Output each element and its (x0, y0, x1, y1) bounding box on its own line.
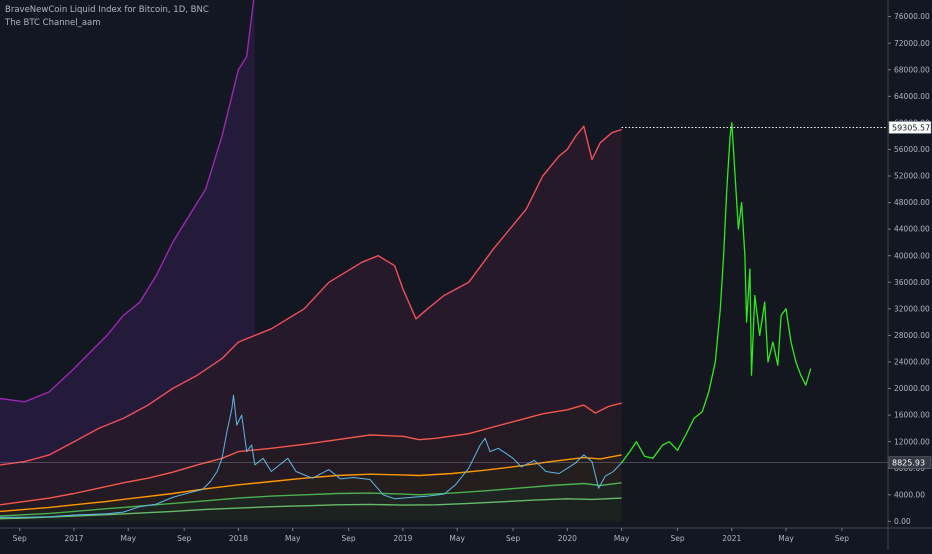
chart-title: BraveNewCoin Liquid Index for Bitcoin, 1… (5, 5, 209, 15)
x-tick-label: Sep (506, 534, 520, 543)
y-tick-label: 40000.00 (894, 251, 930, 260)
y-tick-label: 0.00 (894, 517, 911, 526)
y-tick-label: 72000.00 (894, 39, 930, 48)
y-tick-label: 28000.00 (894, 331, 930, 340)
x-tick-label: May (285, 534, 301, 543)
y-tick-label: 52000.00 (894, 172, 930, 181)
x-tick-label: 2021 (722, 534, 741, 543)
series-line-band_top (0, 0, 255, 403)
forecast-area-background (621, 0, 888, 528)
x-tick-label: 2018 (229, 534, 248, 543)
x-tick-label: 2017 (64, 534, 83, 543)
y-tick-label: 16000.00 (894, 411, 930, 420)
series-line-band_orange (0, 454, 622, 513)
y-tick-label: 12000.00 (894, 437, 930, 446)
series-line-forecast (621, 122, 812, 464)
y-tick-label: 76000.00 (894, 12, 930, 21)
series-line-band_high (0, 125, 622, 466)
y-tick-label: 48000.00 (894, 198, 930, 207)
series-line-band_low (0, 497, 622, 520)
max-price-badge-label: 59305.57 (892, 123, 930, 132)
indicator-label: The BTC Channel_aam (5, 18, 101, 28)
x-tick-label: May (778, 534, 794, 543)
current-price-badge-label: 8825.93 (892, 459, 925, 468)
x-tick-label: Sep (13, 534, 27, 543)
y-tick-label: 36000.00 (894, 278, 930, 287)
y-tick-label: 4000.00 (894, 490, 925, 499)
x-tick-label: 2020 (558, 534, 577, 543)
x-tick-label: May (449, 534, 465, 543)
series-line-band_green (0, 482, 622, 517)
x-tick-label: Sep (670, 534, 684, 543)
y-tick-label: 56000.00 (894, 145, 930, 154)
x-tick-label: 2019 (393, 534, 412, 543)
max-price-badge-box (888, 121, 932, 134)
x-tick-label: Sep (835, 534, 849, 543)
series-line-price (0, 394, 622, 518)
x-tick-label: May (121, 534, 137, 543)
y-tick-label: 44000.00 (894, 225, 930, 234)
y-tick-label: 24000.00 (894, 358, 930, 367)
x-tick-label: Sep (342, 534, 356, 543)
series-line-band_mid (0, 402, 622, 506)
x-tick-label: Sep (177, 534, 191, 543)
y-tick-label: 32000.00 (894, 304, 930, 313)
y-tick-label: 64000.00 (894, 92, 930, 101)
y-tick-label: 68000.00 (894, 65, 930, 74)
current-price-badge-box (888, 456, 932, 469)
fill-band_high (0, 126, 622, 522)
y-tick-label: 20000.00 (894, 384, 930, 393)
x-tick-label: May (614, 534, 630, 543)
